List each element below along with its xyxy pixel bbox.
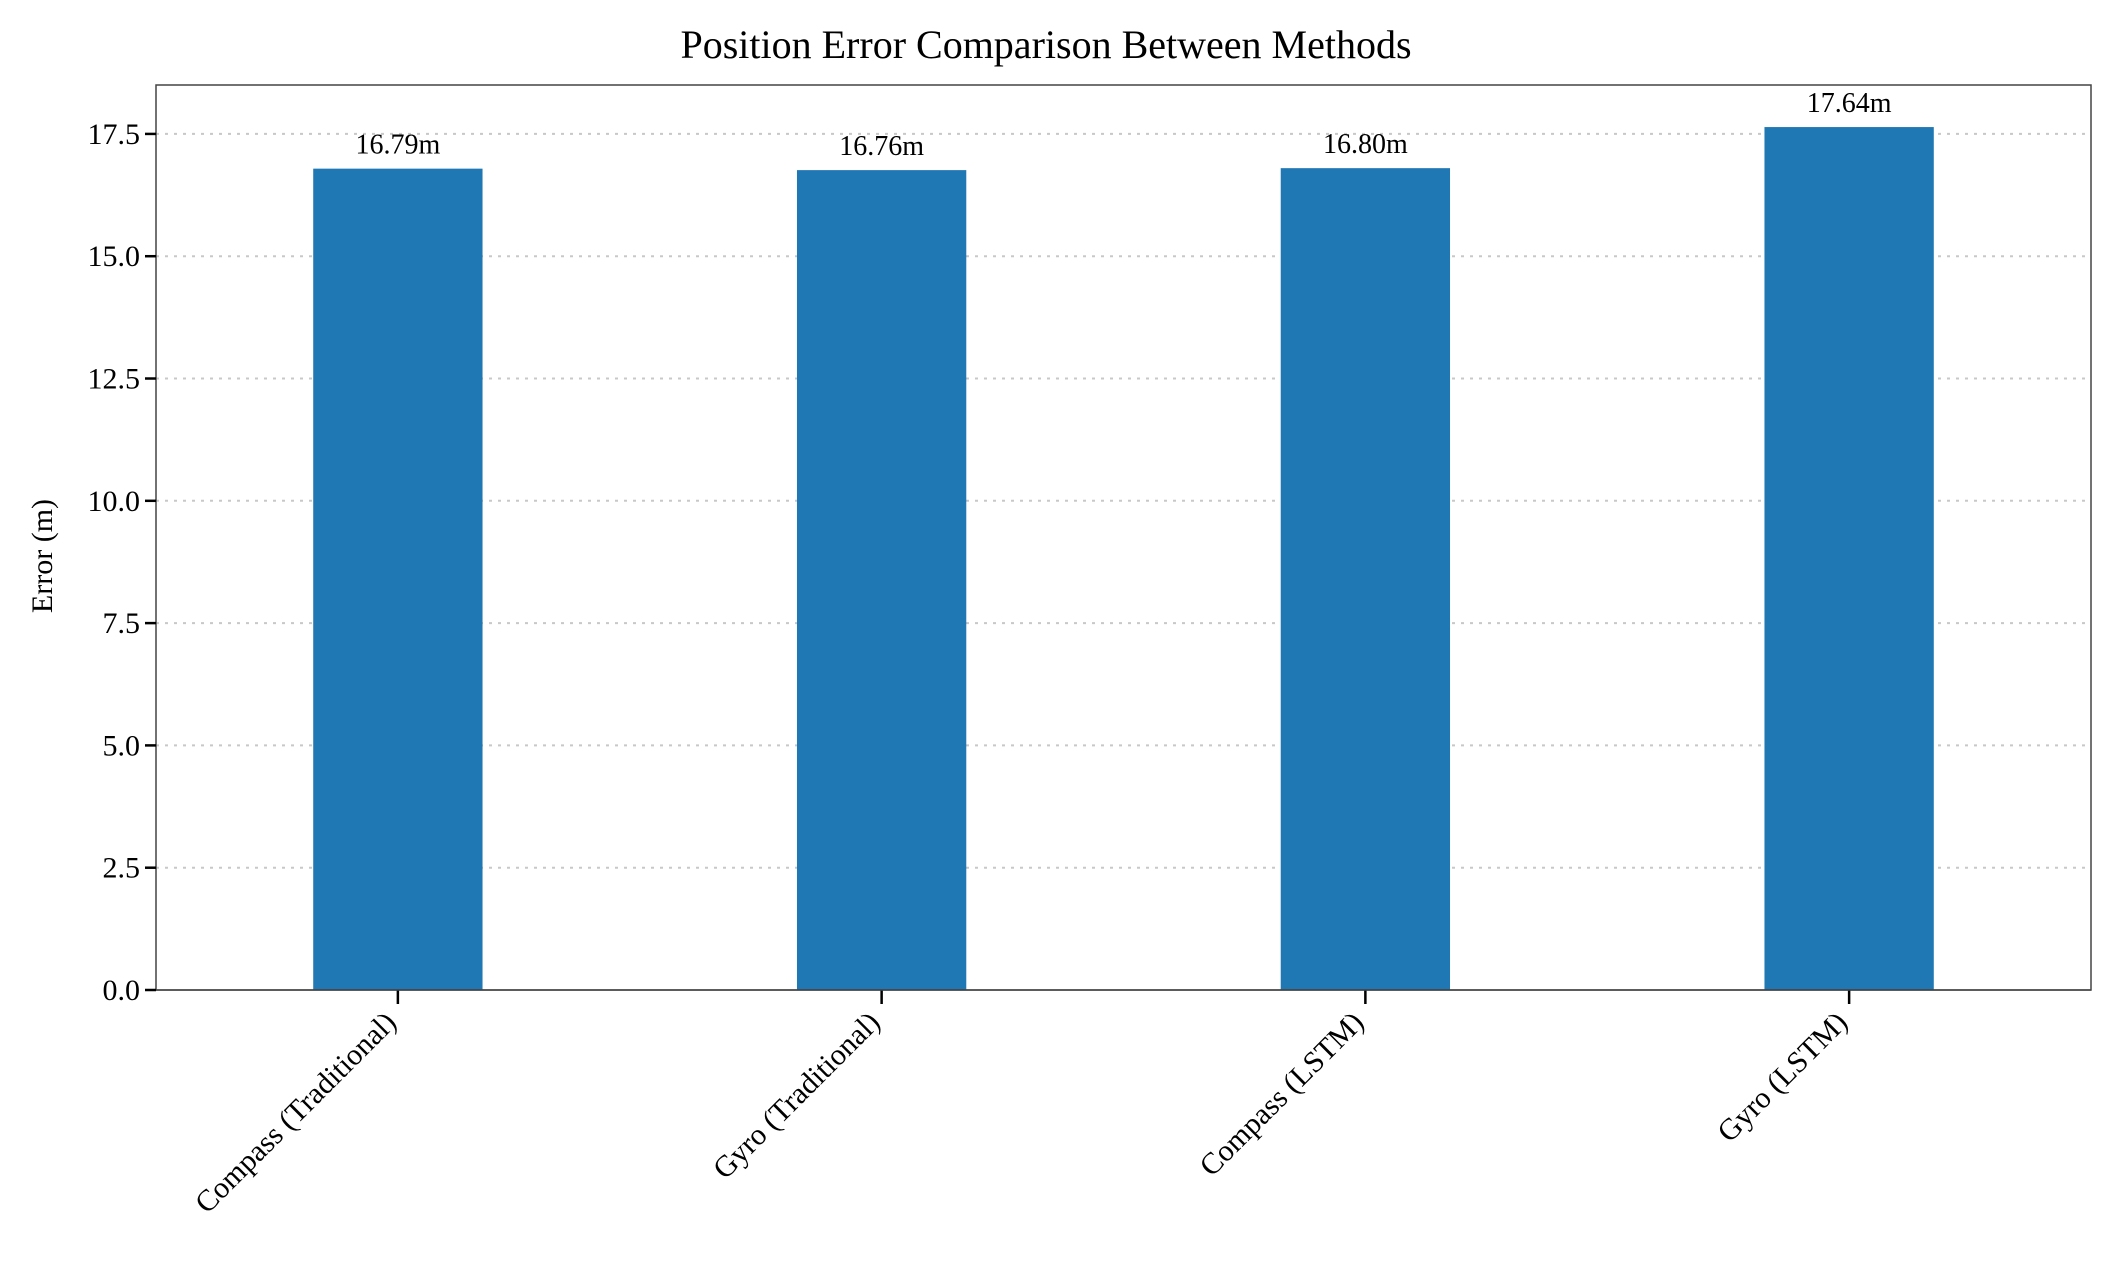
y-tick-label: 0.0: [103, 974, 141, 1007]
chart-title: Position Error Comparison Between Method…: [680, 22, 1411, 67]
bar-value-label: 16.79m: [355, 130, 440, 161]
x-tick-label: Compass (LSTM): [1193, 1006, 1370, 1183]
y-tick-label: 15.0: [88, 240, 141, 273]
y-tick-label: 10.0: [88, 485, 141, 518]
y-axis-label: Error (m): [26, 499, 59, 613]
y-tick-label: 17.5: [88, 118, 141, 151]
bar-value-label: 17.64m: [1807, 88, 1892, 119]
bars: [313, 127, 1934, 991]
bar: [796, 170, 967, 991]
bar-value-labels: 16.79m 16.76m 16.80m 17.64m: [355, 88, 1891, 162]
x-tick-label: Gyro (LSTM): [1711, 1006, 1854, 1149]
y-axis-ticks: 0.0 2.5 5.0 7.5 10.0 12.5 15.0 17.5: [88, 118, 156, 1007]
x-axis-ticks: Compass (Traditional) Gyro (Traditional) C…: [156, 989, 2091, 1220]
bar: [313, 168, 483, 990]
x-tick-label: Compass (Traditional): [189, 1006, 403, 1220]
bar: [1764, 127, 1934, 991]
y-tick-label: 5.0: [103, 729, 141, 762]
bar-value-label: 16.76m: [839, 131, 924, 162]
bar: [1280, 168, 1451, 990]
y-tick-label: 7.5: [103, 607, 141, 640]
y-tick-label: 12.5: [88, 363, 141, 396]
bar-value-label: 16.80m: [1323, 129, 1408, 160]
y-tick-label: 2.5: [103, 852, 141, 885]
x-tick-label: Gyro (Traditional): [707, 1006, 887, 1186]
